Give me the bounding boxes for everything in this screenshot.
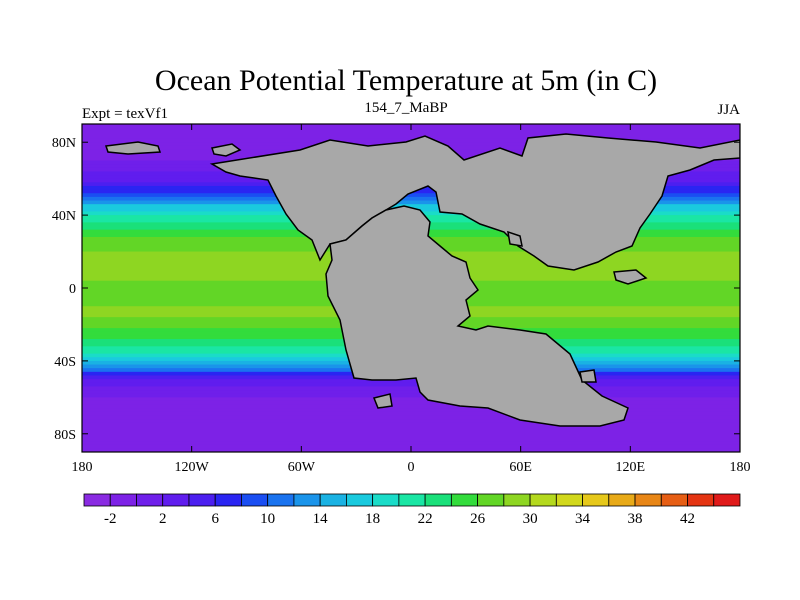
colorbar-swatch <box>136 493 164 507</box>
temperature-band <box>82 411 740 417</box>
colorbar-swatch <box>398 493 426 507</box>
colorbar-swatch <box>450 493 478 507</box>
temperature-band <box>82 422 740 428</box>
chart-title: Ocean Potential Temperature at 5m (in C) <box>155 64 657 97</box>
temperature-band <box>82 400 740 406</box>
x-tick-label: 120E <box>616 460 646 475</box>
x-tick-label: 180 <box>72 460 93 475</box>
temperature-band <box>82 415 740 420</box>
colorbar-swatch <box>83 493 111 507</box>
colorbar-swatch <box>293 493 321 507</box>
temperature-band <box>82 441 740 446</box>
temperature-band <box>82 408 740 413</box>
x-tick-label: 180 <box>730 460 751 475</box>
temperature-band <box>82 437 740 442</box>
colorbar: -2 2 6 10 14 18 22 26 30 34 38 42 <box>83 493 741 527</box>
experiment-label: Expt = texVf1 <box>82 106 168 122</box>
colorbar-swatch <box>319 493 347 507</box>
land-gondwana <box>325 205 629 427</box>
colorbar-swatch <box>241 493 269 507</box>
colorbar-label: 10 <box>260 511 275 527</box>
colorbar-label: 30 <box>523 511 538 527</box>
temperature-band <box>82 131 740 136</box>
colorbar-label: -2 <box>104 511 117 527</box>
colorbar-label: 6 <box>211 511 219 527</box>
land-arctic-island-west <box>104 141 162 155</box>
colorbar-swatch <box>529 493 557 507</box>
colorbar-label: 14 <box>313 511 329 527</box>
colorbar-swatch <box>477 493 505 507</box>
temperature-band <box>82 393 740 398</box>
temperature-band <box>82 433 740 439</box>
land-island-sea <box>507 230 523 247</box>
colorbar-swatch <box>634 493 662 507</box>
colorbar-swatch <box>267 493 295 507</box>
colorbar-label: 2 <box>159 511 167 527</box>
y-tick-label: 80S <box>54 428 76 443</box>
temperature-band <box>82 379 740 384</box>
colorbar-swatch <box>687 493 715 507</box>
temperature-band <box>82 426 740 431</box>
temperature-band <box>82 193 740 198</box>
temperature-band <box>82 196 740 202</box>
colorbar-label: 34 <box>575 511 591 527</box>
colorbar-label: 38 <box>628 511 643 527</box>
land-laurasia <box>209 133 740 271</box>
colorbar-swatch <box>582 493 610 507</box>
colorbar-swatch <box>503 493 531 507</box>
colorbar-swatch <box>345 493 374 507</box>
colorbar-swatch <box>162 493 190 507</box>
temperature-band <box>82 382 740 387</box>
colorbar-label: 22 <box>418 511 433 527</box>
temperature-band <box>82 204 740 209</box>
colorbar-swatch <box>109 493 137 507</box>
colorbar-swatch <box>188 493 216 507</box>
age-label: 154_7_MaBP <box>364 100 447 116</box>
land-mask <box>104 133 740 427</box>
temperature-band <box>82 397 740 402</box>
y-tick-label: 40S <box>54 355 76 370</box>
colorbar-swatch <box>424 493 452 507</box>
colorbar-swatch <box>608 493 636 507</box>
temperature-band <box>82 134 740 140</box>
x-tick-label: 120W <box>175 460 210 475</box>
y-tick-label: 0 <box>69 282 76 297</box>
x-tick-label: 60W <box>288 460 316 475</box>
colorbar-swatch <box>372 493 400 507</box>
y-tick-label: 80N <box>52 136 76 151</box>
land-island-south <box>372 393 393 409</box>
colorbar-swatch <box>214 493 242 507</box>
season-label: JJA <box>717 102 740 118</box>
map-plot-area <box>82 124 740 452</box>
colorbar-swatch <box>660 493 688 507</box>
colorbar-swatch <box>555 493 583 507</box>
temperature-band <box>82 419 740 424</box>
temperature-band <box>82 200 740 205</box>
land-arctic-island-east <box>211 143 242 157</box>
colorbar-swatch <box>713 493 741 507</box>
x-tick-label: 60E <box>509 460 532 475</box>
x-tick-label: 0 <box>408 460 415 475</box>
colorbar-label: 18 <box>365 511 380 527</box>
temperature-band <box>82 404 740 409</box>
land-island-tethys <box>613 269 648 285</box>
y-tick-label: 40N <box>52 209 76 224</box>
colorbar-label: 26 <box>470 511 486 527</box>
temperature-band <box>82 386 740 391</box>
temperature-band <box>82 390 740 395</box>
x-axis: 180 120W 60W 0 60E 120E 180 <box>72 124 751 475</box>
temperature-band <box>82 430 740 435</box>
colorbar-label: 42 <box>680 511 695 527</box>
y-axis: 80N 40N 0 40S 80S <box>52 136 740 443</box>
land-island-small <box>579 369 597 383</box>
